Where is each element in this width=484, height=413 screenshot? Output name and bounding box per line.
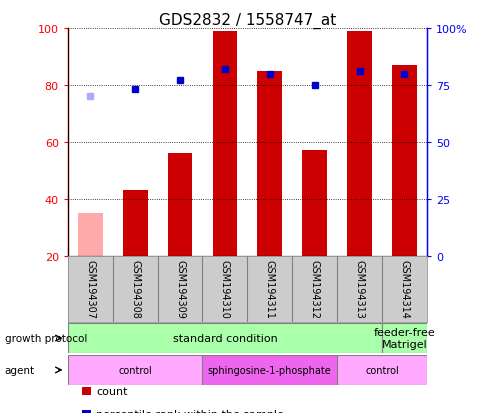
Bar xyxy=(167,154,192,256)
Text: GSM194313: GSM194313 xyxy=(354,260,364,318)
Text: control: control xyxy=(118,365,152,375)
Title: GDS2832 / 1558747_at: GDS2832 / 1558747_at xyxy=(158,13,335,29)
Bar xyxy=(336,355,426,385)
Text: count: count xyxy=(96,386,127,396)
Text: GSM194314: GSM194314 xyxy=(398,260,408,318)
Bar xyxy=(82,387,91,395)
Text: GSM194309: GSM194309 xyxy=(175,260,185,318)
Text: standard condition: standard condition xyxy=(172,333,277,343)
Text: agent: agent xyxy=(5,365,35,375)
Text: sphingosine-1-phosphate: sphingosine-1-phosphate xyxy=(208,365,331,375)
Bar xyxy=(82,410,91,413)
Text: GSM194307: GSM194307 xyxy=(85,260,95,318)
Bar xyxy=(347,32,371,256)
Text: growth protocol: growth protocol xyxy=(5,333,87,343)
Text: feeder-free
Matrigel: feeder-free Matrigel xyxy=(373,328,434,349)
Bar xyxy=(202,355,336,385)
Text: GSM194310: GSM194310 xyxy=(219,260,229,318)
Bar xyxy=(391,66,416,256)
Bar xyxy=(122,191,147,256)
Bar xyxy=(68,323,381,353)
Text: control: control xyxy=(364,365,398,375)
Text: GSM194308: GSM194308 xyxy=(130,260,140,318)
Text: GSM194312: GSM194312 xyxy=(309,260,319,318)
Bar xyxy=(68,355,202,385)
Text: percentile rank within the sample: percentile rank within the sample xyxy=(96,409,283,413)
Bar xyxy=(257,71,282,256)
Bar xyxy=(212,32,237,256)
Bar xyxy=(381,323,426,353)
Text: GSM194311: GSM194311 xyxy=(264,260,274,318)
Bar xyxy=(78,214,103,256)
Bar xyxy=(302,151,326,256)
